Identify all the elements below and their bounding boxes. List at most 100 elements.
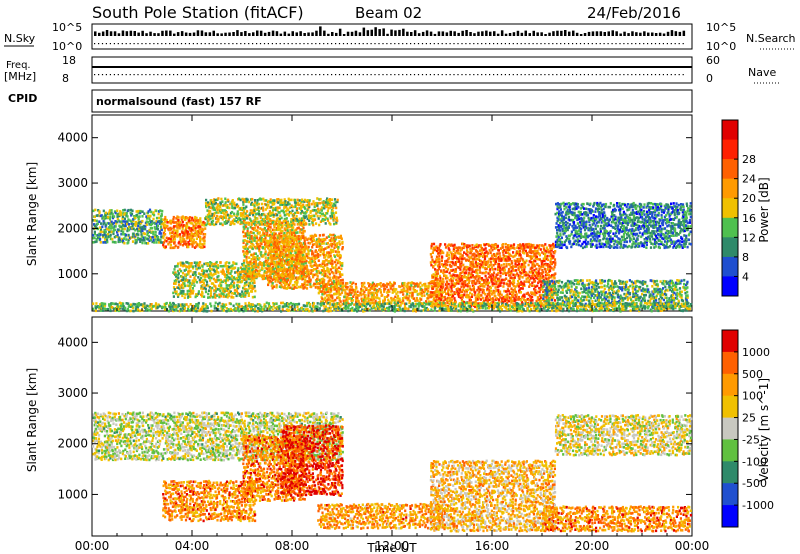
data-cell <box>435 295 438 298</box>
data-cell <box>435 277 438 280</box>
data-cell <box>435 258 438 261</box>
data-cell <box>300 205 304 209</box>
data-cell <box>285 259 288 263</box>
data-cell <box>435 260 438 264</box>
data-cell <box>301 277 304 281</box>
data-cell <box>305 204 308 207</box>
data-cell <box>476 268 479 272</box>
data-cell <box>466 266 469 269</box>
data-cell <box>496 244 499 248</box>
data-cell <box>303 273 306 276</box>
data-cell <box>279 251 282 254</box>
nsky-bar <box>149 31 152 36</box>
data-cell <box>444 260 447 263</box>
data-cell <box>246 267 249 271</box>
nave-dot <box>216 74 218 76</box>
data-cell <box>215 211 218 214</box>
data-cell <box>396 300 399 303</box>
data-cell <box>285 209 288 213</box>
data-cell <box>155 209 158 213</box>
data-cell <box>237 267 240 270</box>
data-cell <box>171 230 174 234</box>
data-cell <box>449 260 452 264</box>
data-cell <box>318 234 321 237</box>
data-cell <box>503 266 506 269</box>
data-cell <box>450 282 453 285</box>
data-cell <box>392 284 395 287</box>
data-cell <box>200 273 203 276</box>
data-cell <box>303 198 307 202</box>
data-cell <box>299 201 302 205</box>
nave-dot <box>267 74 269 76</box>
data-cell <box>242 292 245 296</box>
data-cell <box>298 217 301 221</box>
data-cell <box>215 222 218 226</box>
data-cell <box>332 299 335 303</box>
data-cell <box>306 256 310 259</box>
data-cell <box>276 224 279 227</box>
data-cell <box>500 300 503 304</box>
data-cell <box>294 251 297 255</box>
data-cell <box>288 261 291 265</box>
data-cell <box>302 268 305 271</box>
data-cell <box>326 242 329 245</box>
nsearch-dot <box>599 43 601 45</box>
data-cell <box>437 290 441 293</box>
data-cell <box>164 245 167 248</box>
data-cell <box>282 249 285 252</box>
data-cell <box>173 246 176 249</box>
nsearch-dot <box>204 43 206 45</box>
nsky-bar <box>489 31 492 36</box>
data-cell <box>299 212 302 215</box>
data-cell <box>449 285 452 289</box>
data-cell <box>266 222 269 226</box>
data-cell <box>261 233 264 237</box>
nave-dot <box>398 74 400 76</box>
data-cell <box>179 238 182 241</box>
data-cell <box>250 219 253 223</box>
data-cell <box>283 204 286 208</box>
data-cell <box>283 254 286 258</box>
data-cell <box>355 296 358 299</box>
nsearch-dot <box>366 43 368 45</box>
data-cell <box>322 287 325 291</box>
data-cell <box>251 265 254 268</box>
data-cell <box>120 220 123 223</box>
data-cell <box>333 241 336 245</box>
data-cell <box>272 267 275 271</box>
data-cell <box>294 258 297 261</box>
data-cell <box>117 219 120 223</box>
data-cell <box>238 197 241 200</box>
data-cell <box>445 287 448 290</box>
data-cell <box>250 266 253 270</box>
nsearch-dot <box>449 43 451 45</box>
data-cell <box>312 239 316 242</box>
data-cell <box>162 222 165 225</box>
data-cell <box>403 284 406 287</box>
data-cell <box>96 236 99 240</box>
data-cell <box>224 216 228 220</box>
data-cell <box>499 290 502 294</box>
data-cell <box>368 283 371 286</box>
beam-label: Beam 02 <box>355 4 422 22</box>
data-cell <box>140 230 143 233</box>
data-cell <box>429 253 432 256</box>
data-cell <box>321 212 324 216</box>
station-title: South Pole Station (fitACF) <box>92 3 304 22</box>
data-cell <box>167 242 170 246</box>
data-cell <box>287 230 290 234</box>
data-cell <box>279 276 283 279</box>
data-cell <box>275 260 279 264</box>
data-cell <box>179 235 182 239</box>
data-cell <box>483 285 486 288</box>
data-cell <box>303 236 306 240</box>
data-cell <box>251 197 254 201</box>
data-cell <box>269 273 272 276</box>
nave-dot <box>338 74 341 76</box>
data-cell <box>460 294 463 297</box>
data-cell <box>264 259 268 262</box>
data-cell <box>174 244 177 248</box>
data-cell <box>181 215 184 218</box>
data-cell <box>452 294 455 298</box>
nsearch-dot <box>121 43 123 45</box>
